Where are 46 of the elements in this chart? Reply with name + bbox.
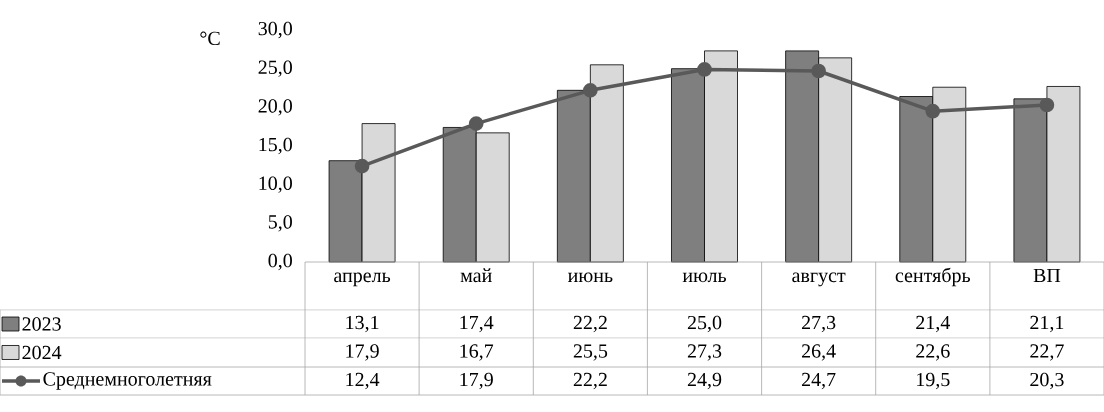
data-label: 17,9: [346, 344, 379, 361]
point: [811, 63, 826, 79]
y-tick-label: 30,0: [258, 21, 292, 39]
point: [468, 116, 484, 131]
data-label: 21,4: [916, 315, 950, 333]
legend-label: 2024: [22, 345, 62, 360]
y-tick-label: 0,0: [268, 253, 292, 271]
data-label: 24,7: [801, 372, 836, 390]
data-label: 22,2: [573, 372, 607, 390]
y-tick-label: 20,0: [258, 99, 292, 116]
x-tick-label: ВП: [1033, 268, 1061, 283]
x-tick-label: апрель: [334, 272, 391, 287]
data-label: 13,1: [346, 315, 379, 333]
data-label: 24,9: [687, 372, 722, 390]
data-label: 26,4: [801, 344, 836, 361]
point: [1039, 97, 1055, 113]
data-label: 25,5: [573, 344, 608, 361]
data-label: 17,9: [460, 372, 493, 390]
data-label: 20,3: [1030, 372, 1064, 390]
data-label: 22,7: [1030, 344, 1064, 361]
x-tick-label: июнь: [567, 272, 613, 283]
y-tick-label: 25,0: [258, 60, 292, 77]
data-label: 21,1: [1030, 315, 1064, 333]
y-axis-title: °C: [200, 31, 220, 46]
legend-label: 2023: [22, 317, 61, 331]
data-label: 17,4: [460, 315, 494, 333]
data-label: 25,0: [687, 315, 722, 333]
y-tick-label: 10,0: [259, 176, 292, 193]
x-tick-label: август: [792, 272, 846, 287]
point: [354, 158, 370, 174]
y-tick-label: 5,0: [268, 215, 292, 232]
point: [697, 62, 712, 77]
data-label: 27,3: [801, 315, 836, 333]
x-tick-label: май: [460, 268, 492, 283]
y-tick-label: 15,0: [259, 137, 292, 155]
data-label: 19,5: [917, 372, 950, 390]
x-tick-label: июль: [682, 272, 727, 283]
data-label: 22,6: [916, 344, 950, 361]
data-label: 12,4: [346, 372, 380, 390]
data-label: 27,3: [687, 344, 722, 361]
data-label: 16,7: [460, 344, 494, 361]
point: [925, 103, 941, 119]
x-tick-label: сентябрь: [895, 267, 971, 287]
legend-label: Среднемноголетняя: [43, 372, 212, 390]
data-label: 22,2: [573, 315, 607, 333]
point: [583, 82, 598, 98]
